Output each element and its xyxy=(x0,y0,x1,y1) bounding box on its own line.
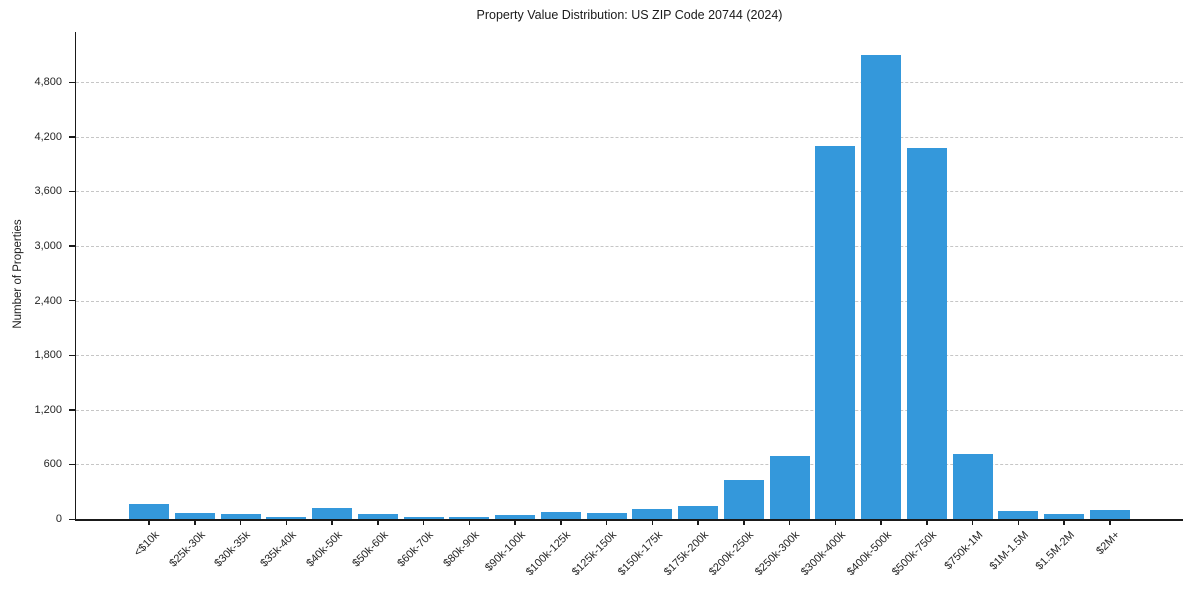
x-tick-mark xyxy=(148,519,150,525)
x-tick-mark xyxy=(194,519,196,525)
bar xyxy=(357,514,398,519)
gridline xyxy=(76,355,1183,357)
y-tick-mark xyxy=(68,518,75,520)
bar xyxy=(861,54,902,519)
x-tick-mark xyxy=(697,519,699,525)
plot-area xyxy=(74,32,1183,521)
bar xyxy=(586,512,627,519)
gridline xyxy=(76,409,1183,411)
x-tick-mark xyxy=(1017,519,1019,525)
x-tick-mark xyxy=(605,519,608,525)
y-tick-label: 3,000 xyxy=(34,239,62,252)
x-tick-mark xyxy=(377,519,379,525)
x-tick-mark xyxy=(468,519,471,525)
x-tick-mark xyxy=(1063,519,1065,525)
y-tick-mark xyxy=(68,300,75,302)
bar xyxy=(769,456,810,519)
y-tick-mark xyxy=(68,136,75,138)
y-tick-label: 3,600 xyxy=(34,185,62,198)
bar xyxy=(1044,513,1085,519)
gridline xyxy=(76,191,1183,193)
y-tick-mark xyxy=(68,409,75,411)
y-tick-label: 1,200 xyxy=(34,403,62,416)
y-tick-label: 4,800 xyxy=(34,76,62,89)
x-tick-mark xyxy=(560,519,562,525)
bar xyxy=(449,516,490,519)
x-tick-mark xyxy=(971,519,974,525)
x-tick-mark xyxy=(285,519,288,525)
x-tick-mark xyxy=(788,519,791,525)
x-tick-mark xyxy=(239,519,242,525)
y-tick-mark xyxy=(68,463,75,466)
y-tick-label: 2,400 xyxy=(34,294,62,307)
bar xyxy=(815,145,856,519)
x-tick-mark xyxy=(514,519,516,525)
x-tick-mark xyxy=(331,519,333,525)
bar xyxy=(220,514,261,519)
bar xyxy=(312,508,353,519)
bar xyxy=(678,506,719,519)
y-tick-mark xyxy=(68,190,75,193)
y-axis-title: Number of Properties xyxy=(12,219,24,329)
chart-title: Property Value Distribution: US ZIP Code… xyxy=(476,8,783,22)
bar xyxy=(495,515,536,519)
y-tick-mark xyxy=(68,245,75,247)
y-tick-mark xyxy=(68,354,75,357)
bar xyxy=(174,512,215,519)
bar xyxy=(632,508,673,519)
y-tick-label: 0 xyxy=(55,513,62,525)
bar xyxy=(403,517,444,519)
x-tick-mark xyxy=(880,519,882,525)
y-tick-label: 1,800 xyxy=(34,349,62,362)
x-tick-mark xyxy=(651,519,654,525)
bar xyxy=(952,453,993,519)
bar xyxy=(1089,510,1130,519)
x-tick-mark xyxy=(834,519,837,525)
bar xyxy=(540,512,581,519)
x-tick-mark xyxy=(743,519,745,525)
x-tick-mark xyxy=(926,519,928,525)
bar xyxy=(998,510,1039,519)
y-tick-label: 600 xyxy=(43,458,62,471)
gridline xyxy=(76,136,1183,138)
bar xyxy=(266,516,307,519)
x-tick-mark xyxy=(1109,519,1111,525)
x-tick-mark xyxy=(422,519,425,525)
y-tick-label: 4,200 xyxy=(34,130,62,143)
gridline xyxy=(76,245,1183,247)
gridline xyxy=(76,464,1183,466)
bar xyxy=(906,147,947,519)
gridline xyxy=(76,300,1183,302)
bar xyxy=(129,504,170,519)
y-axis-line xyxy=(74,32,76,521)
y-tick-mark xyxy=(68,81,75,83)
gridline xyxy=(76,82,1183,84)
x-axis-line xyxy=(74,519,1183,521)
bar xyxy=(723,479,764,519)
